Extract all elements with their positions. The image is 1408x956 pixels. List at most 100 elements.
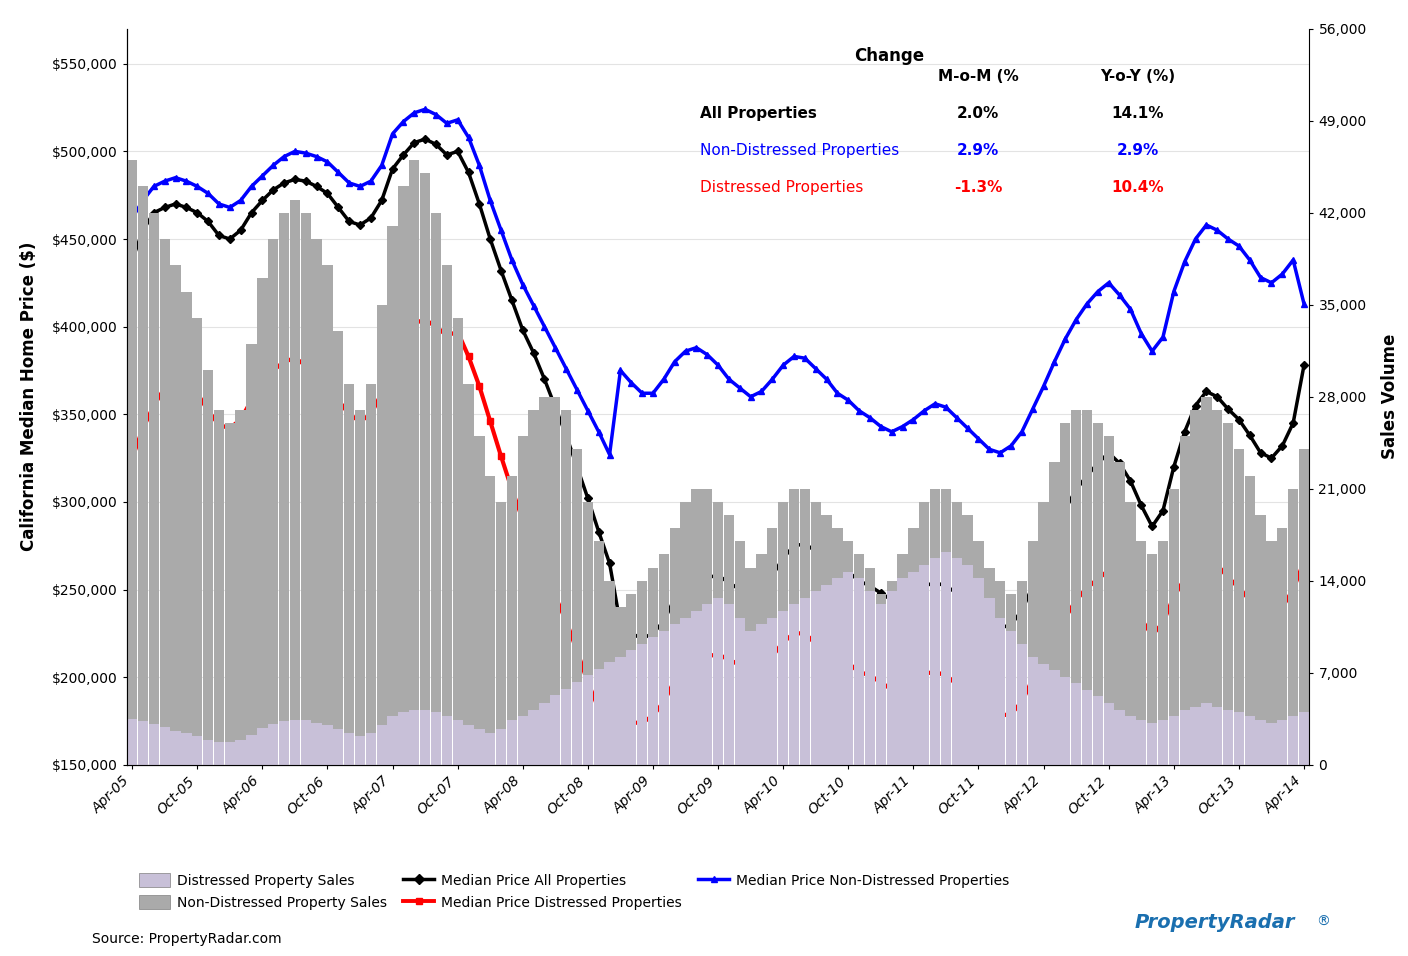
Bar [876,604,886,765]
Bar [832,529,842,765]
Text: All Properties: All Properties [700,106,817,121]
Bar [984,598,994,765]
Bar [712,502,724,765]
Bar [615,607,625,765]
Bar [1093,423,1102,765]
Bar [594,541,604,765]
Text: 2.0%: 2.0% [957,106,1000,121]
Bar [387,716,397,765]
Bar [182,292,191,765]
Bar [551,695,560,765]
Bar [636,581,648,765]
Y-axis label: Sales Volume: Sales Volume [1381,334,1398,460]
Bar [1005,631,1017,765]
Bar [507,720,517,765]
Bar [843,572,853,765]
Bar [518,436,528,765]
Bar [876,594,886,765]
Bar [712,598,724,765]
Bar [919,502,929,765]
Bar [670,529,680,765]
Bar [995,618,1005,765]
Bar [474,436,484,765]
Bar [1039,502,1049,765]
Bar [518,716,528,765]
Bar [203,740,213,765]
Bar [659,554,669,765]
Bar [376,726,387,765]
Bar [376,305,387,765]
Bar [680,502,691,765]
Bar [1233,712,1245,765]
Bar [258,728,268,765]
Bar [1148,554,1157,765]
Bar [322,726,332,765]
Bar [1190,707,1201,765]
Bar [398,712,408,765]
Bar [1169,716,1178,765]
Bar [767,618,777,765]
Bar [1005,594,1017,765]
Bar [127,719,138,765]
Bar [214,743,224,765]
Bar [855,554,865,765]
Bar [486,733,496,765]
Bar [1017,644,1026,765]
Text: -1.3%: -1.3% [955,180,1002,195]
Bar [1233,449,1245,765]
Bar [572,449,582,765]
Bar [1104,436,1114,765]
Bar [887,591,897,765]
Bar [1148,723,1157,765]
Bar [452,720,463,765]
Bar [1245,716,1255,765]
Bar [311,723,322,765]
Bar [735,541,745,765]
Bar [431,712,441,765]
Bar [486,476,496,765]
Bar [995,581,1005,765]
Bar [1049,670,1060,765]
Bar [779,611,788,765]
Bar [182,733,191,765]
Bar [1256,720,1266,765]
Bar [821,515,832,765]
Bar [258,278,268,765]
Bar [1266,541,1277,765]
Bar [159,727,170,765]
Bar [604,581,615,765]
Bar [149,213,159,765]
Bar [442,266,452,765]
Bar [560,688,572,765]
Bar [1256,515,1266,765]
Bar [138,186,148,765]
Bar [855,578,865,765]
Bar [583,676,593,765]
Bar [1277,720,1287,765]
Bar [1081,410,1093,765]
Bar [919,565,929,765]
Bar [300,213,311,765]
Bar [1169,489,1178,765]
Text: 2.9%: 2.9% [1117,142,1159,158]
Bar [724,604,734,765]
Bar [159,239,170,765]
Bar [1288,716,1298,765]
Bar [1266,723,1277,765]
Bar [138,722,148,765]
Bar [811,591,821,765]
Bar [246,344,256,765]
Bar [572,682,582,765]
Text: Source: PropertyRadar.com: Source: PropertyRadar.com [92,932,282,946]
Bar [1180,709,1190,765]
Bar [1277,529,1287,765]
Bar [1114,709,1125,765]
Bar [355,410,365,765]
Bar [1114,463,1125,765]
Bar [908,529,918,765]
Text: Y-o-Y (%): Y-o-Y (%) [1101,69,1176,84]
Bar [300,720,311,765]
Bar [366,733,376,765]
Bar [1104,703,1114,765]
Bar [170,730,180,765]
